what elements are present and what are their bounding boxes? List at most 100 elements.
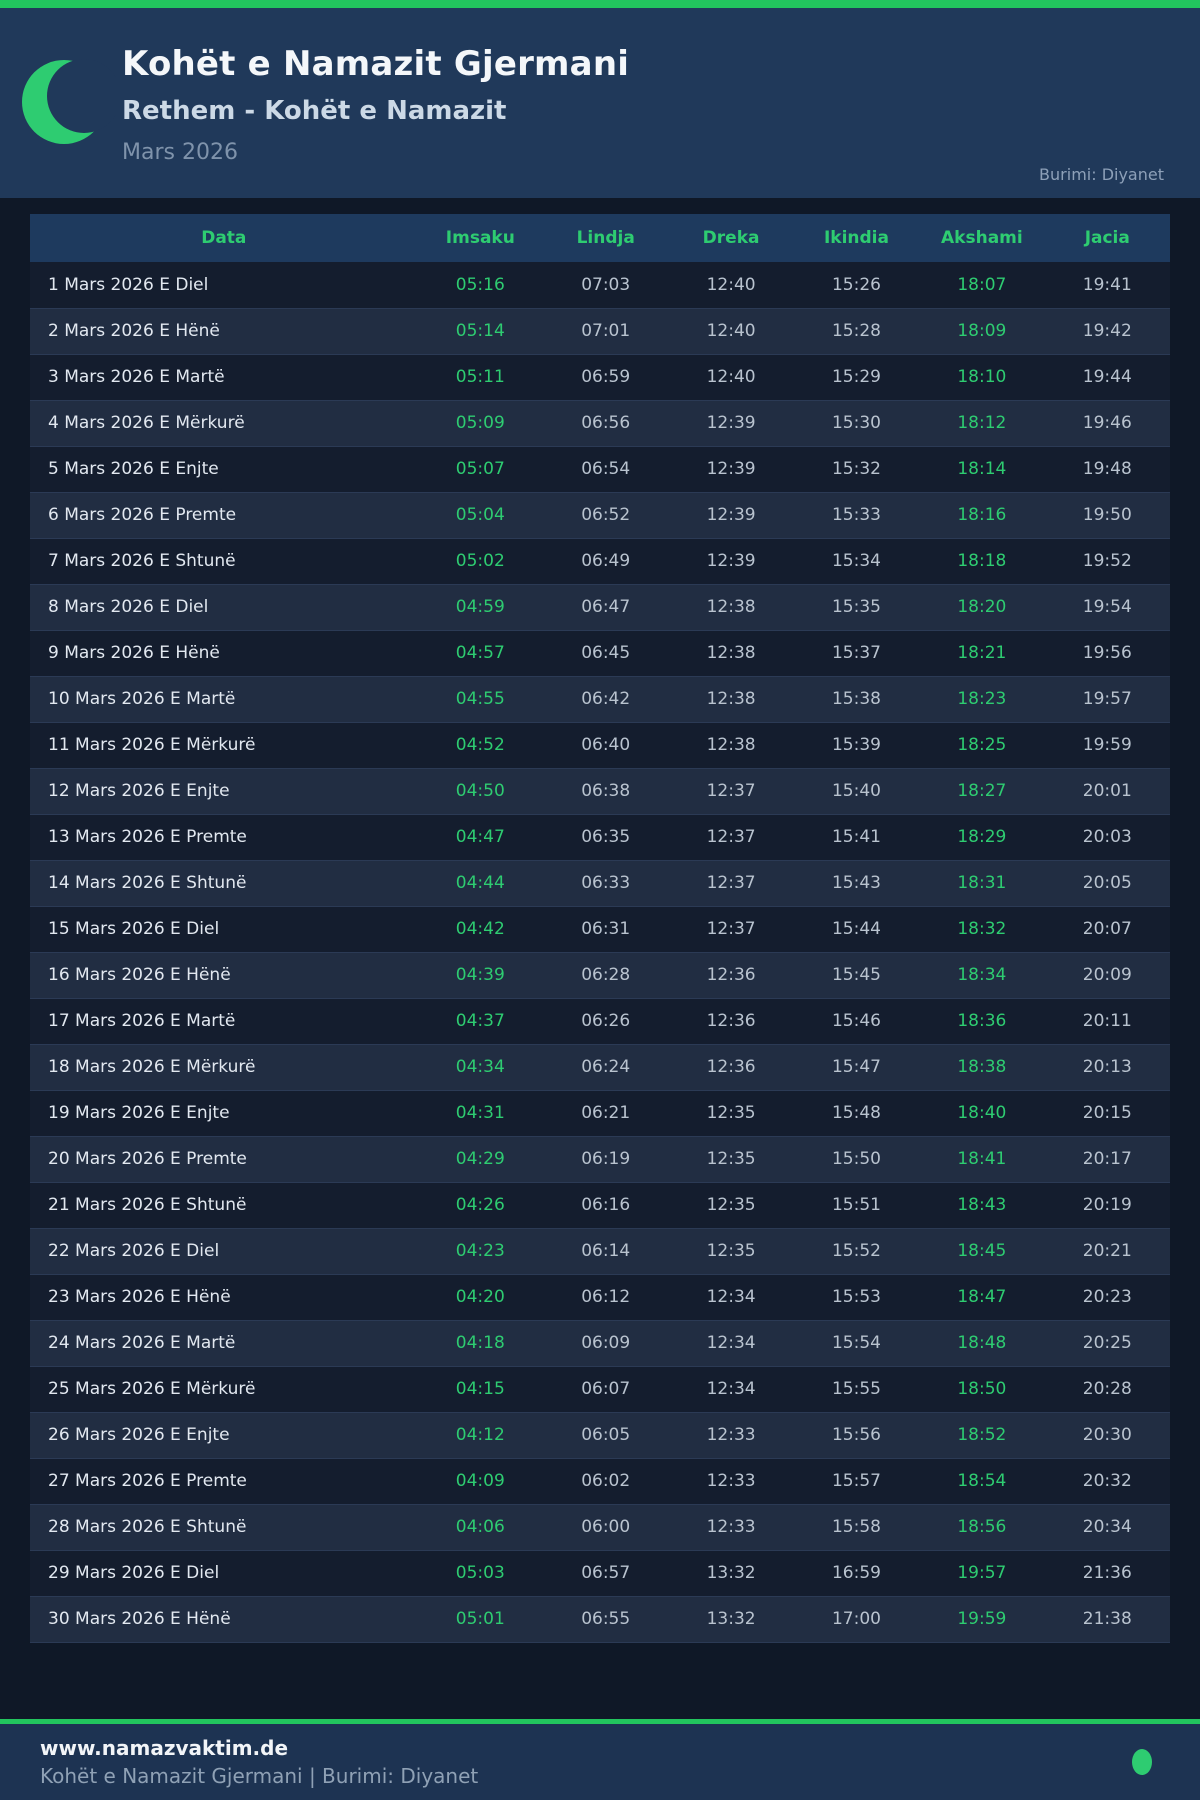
table-section: Data Imsaku Lindja Dreka Ikindia Akshami Jacia… [0,198,1200,1643]
time-cell-jacia: 20:34 [1082,1517,1132,1537]
time-cell-ikindia: 15:33 [831,505,881,525]
time-cell-dreka: 13:32 [706,1609,756,1629]
time-cell-ikindia: 15:32 [831,459,881,479]
table-row: 1 Mars 2026 E Diel 05:16 07:03 12:40 15:26 18… [30,262,1170,308]
time-cell-akshami: 18:56 [957,1517,1007,1537]
footer-tagline: Kohët e Namazit Gjermani | Burimi: Diyan… [40,1764,479,1788]
time-cell-akshami: 18:34 [957,965,1007,985]
time-cell-ikindia: 15:26 [831,274,881,295]
time-cell-akshami: 18:31 [957,873,1007,893]
time-cell-akshami: 18:40 [957,1103,1007,1123]
date-cell: 29 Mars 2026 E Diel [48,1563,220,1583]
time-cell-lindja: 06:40 [581,735,631,755]
date-cell: 18 Mars 2026 E Mërkurë [48,1057,256,1077]
time-cell-imsaku: 05:09 [455,413,505,433]
time-cell-jacia: 20:09 [1082,965,1132,985]
time-cell-jacia: 19:56 [1082,643,1132,663]
time-cell-imsaku: 04:59 [455,597,505,617]
time-cell-imsaku: 04:52 [455,735,505,755]
time-cell-akshami: 18:45 [957,1241,1007,1261]
time-cell-dreka: 12:35 [706,1149,756,1169]
time-cell-dreka: 12:38 [706,735,756,755]
table-row: 25 Mars 2026 E Mërkurë 04:15 06:07 12:34 15:… [30,1366,1170,1412]
time-cell-ikindia: 15:30 [831,413,881,433]
date-cell: 4 Mars 2026 E Mërkurë [48,413,245,433]
time-cell-dreka: 12:35 [706,1195,756,1215]
time-cell-lindja: 06:38 [581,781,631,801]
page-title: Kohët e Namazit Gjermani [122,44,630,84]
table-row: 21 Mars 2026 E Shtunë 04:26 06:16 12:35 15:5… [30,1182,1170,1228]
time-cell-imsaku: 04:12 [455,1425,505,1445]
time-cell-dreka: 12:38 [706,643,756,663]
time-cell-dreka: 12:37 [706,919,756,939]
time-cell-akshami: 18:48 [957,1333,1007,1353]
column-header-data: Data [30,214,418,262]
time-cell-imsaku: 05:07 [455,459,505,479]
date-cell: 20 Mars 2026 E Premte [48,1149,247,1169]
time-cell-lindja: 06:00 [581,1517,631,1537]
time-cell-lindja: 06:02 [581,1471,631,1491]
time-cell-ikindia: 15:44 [831,919,881,939]
time-cell-akshami: 18:29 [957,827,1007,847]
table-row: 13 Mars 2026 E Premte 04:47 06:35 12:37 15:4… [30,814,1170,860]
time-cell-ikindia: 16:59 [831,1563,881,1583]
time-cell-jacia: 20:28 [1082,1379,1132,1399]
time-cell-jacia: 19:50 [1082,505,1132,525]
prayer-times-table: Data Imsaku Lindja Dreka Ikindia Akshami Jacia… [30,214,1170,1643]
table-row: 29 Mars 2026 E Diel 05:03 06:57 13:32 16:59 1… [30,1550,1170,1596]
time-cell-ikindia: 15:37 [831,643,881,663]
time-cell-lindja: 06:47 [581,597,631,617]
time-cell-imsaku: 04:23 [455,1241,505,1261]
date-cell: 23 Mars 2026 E Hënë [48,1287,231,1307]
time-cell-lindja: 06:35 [581,827,631,847]
time-cell-akshami: 18:50 [957,1379,1007,1399]
table-row: 7 Mars 2026 E Shtunë 05:02 06:49 12:39 15:34… [30,538,1170,584]
time-cell-dreka: 12:36 [706,965,756,985]
time-cell-ikindia: 15:28 [831,321,881,341]
time-cell-imsaku: 04:57 [455,643,505,663]
time-cell-lindja: 06:16 [581,1195,631,1215]
time-cell-imsaku: 05:01 [455,1609,505,1629]
time-cell-dreka: 12:35 [706,1241,756,1261]
table-row: 26 Mars 2026 E Enjte 04:12 06:05 12:33 15:56… [30,1412,1170,1458]
time-cell-akshami: 18:20 [957,597,1007,617]
time-cell-lindja: 06:26 [581,1011,631,1031]
time-cell-jacia: 20:21 [1082,1241,1132,1261]
footer-website-link[interactable]: www.namazvaktim.de [40,1736,289,1760]
time-cell-imsaku: 04:06 [455,1517,505,1537]
month-label: Mars 2026 [122,140,238,165]
time-cell-jacia: 20:25 [1082,1333,1132,1353]
time-cell-akshami: 18:47 [957,1287,1007,1307]
time-cell-jacia: 20:19 [1082,1195,1132,1215]
time-cell-imsaku: 05:04 [455,505,505,525]
time-cell-imsaku: 05:14 [455,321,505,341]
time-cell-ikindia: 15:46 [831,1011,881,1031]
time-cell-ikindia: 15:41 [831,827,881,847]
date-cell: 28 Mars 2026 E Shtunë [48,1517,247,1537]
date-cell: 15 Mars 2026 E Diel [48,919,220,939]
column-header-akshami: Akshami [919,214,1045,262]
time-cell-akshami: 18:25 [957,735,1007,755]
time-cell-jacia: 19:59 [1082,735,1132,755]
date-cell: 22 Mars 2026 E Diel [48,1241,220,1261]
time-cell-akshami: 18:36 [957,1011,1007,1031]
time-cell-dreka: 12:34 [706,1379,756,1399]
time-cell-dreka: 12:38 [706,689,756,709]
time-cell-jacia: 21:38 [1082,1609,1132,1629]
time-cell-akshami: 18:54 [957,1471,1007,1491]
time-cell-dreka: 13:32 [706,1563,756,1583]
time-cell-jacia: 19:41 [1082,274,1132,295]
time-cell-akshami: 18:16 [957,505,1007,525]
time-cell-ikindia: 15:48 [831,1103,881,1123]
page-subtitle: Rethem - Kohët e Namazit [122,96,507,126]
table-header-row: Data Imsaku Lindja Dreka Ikindia Akshami Jacia [30,214,1170,262]
time-cell-akshami: 18:09 [957,321,1007,341]
time-cell-akshami: 18:14 [957,459,1007,479]
table-row: 6 Mars 2026 E Premte 05:04 06:52 12:39 15:33… [30,492,1170,538]
time-cell-lindja: 06:55 [581,1609,631,1629]
time-cell-dreka: 12:40 [706,274,756,295]
time-cell-lindja: 06:12 [581,1287,631,1307]
time-cell-akshami: 18:52 [957,1425,1007,1445]
date-cell: 27 Mars 2026 E Premte [48,1471,247,1491]
